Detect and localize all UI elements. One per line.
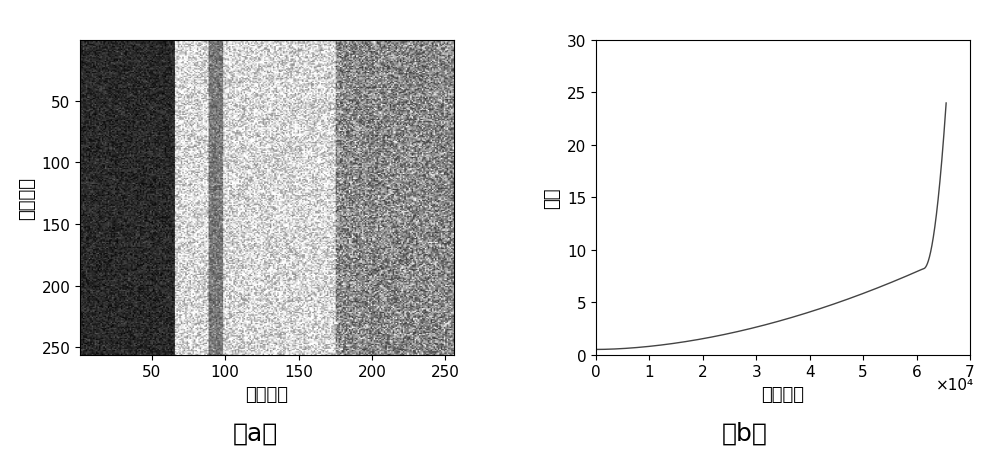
X-axis label: 元素个数: 元素个数 — [762, 385, 805, 403]
Y-axis label: 幅度: 幅度 — [543, 187, 561, 209]
Y-axis label: 频率单元: 频率单元 — [18, 177, 36, 219]
Text: ×10⁴: ×10⁴ — [936, 377, 974, 392]
Text: （b）: （b） — [722, 420, 768, 444]
Text: （a）: （a） — [232, 420, 278, 444]
X-axis label: 时间单元: 时间单元 — [245, 385, 288, 403]
